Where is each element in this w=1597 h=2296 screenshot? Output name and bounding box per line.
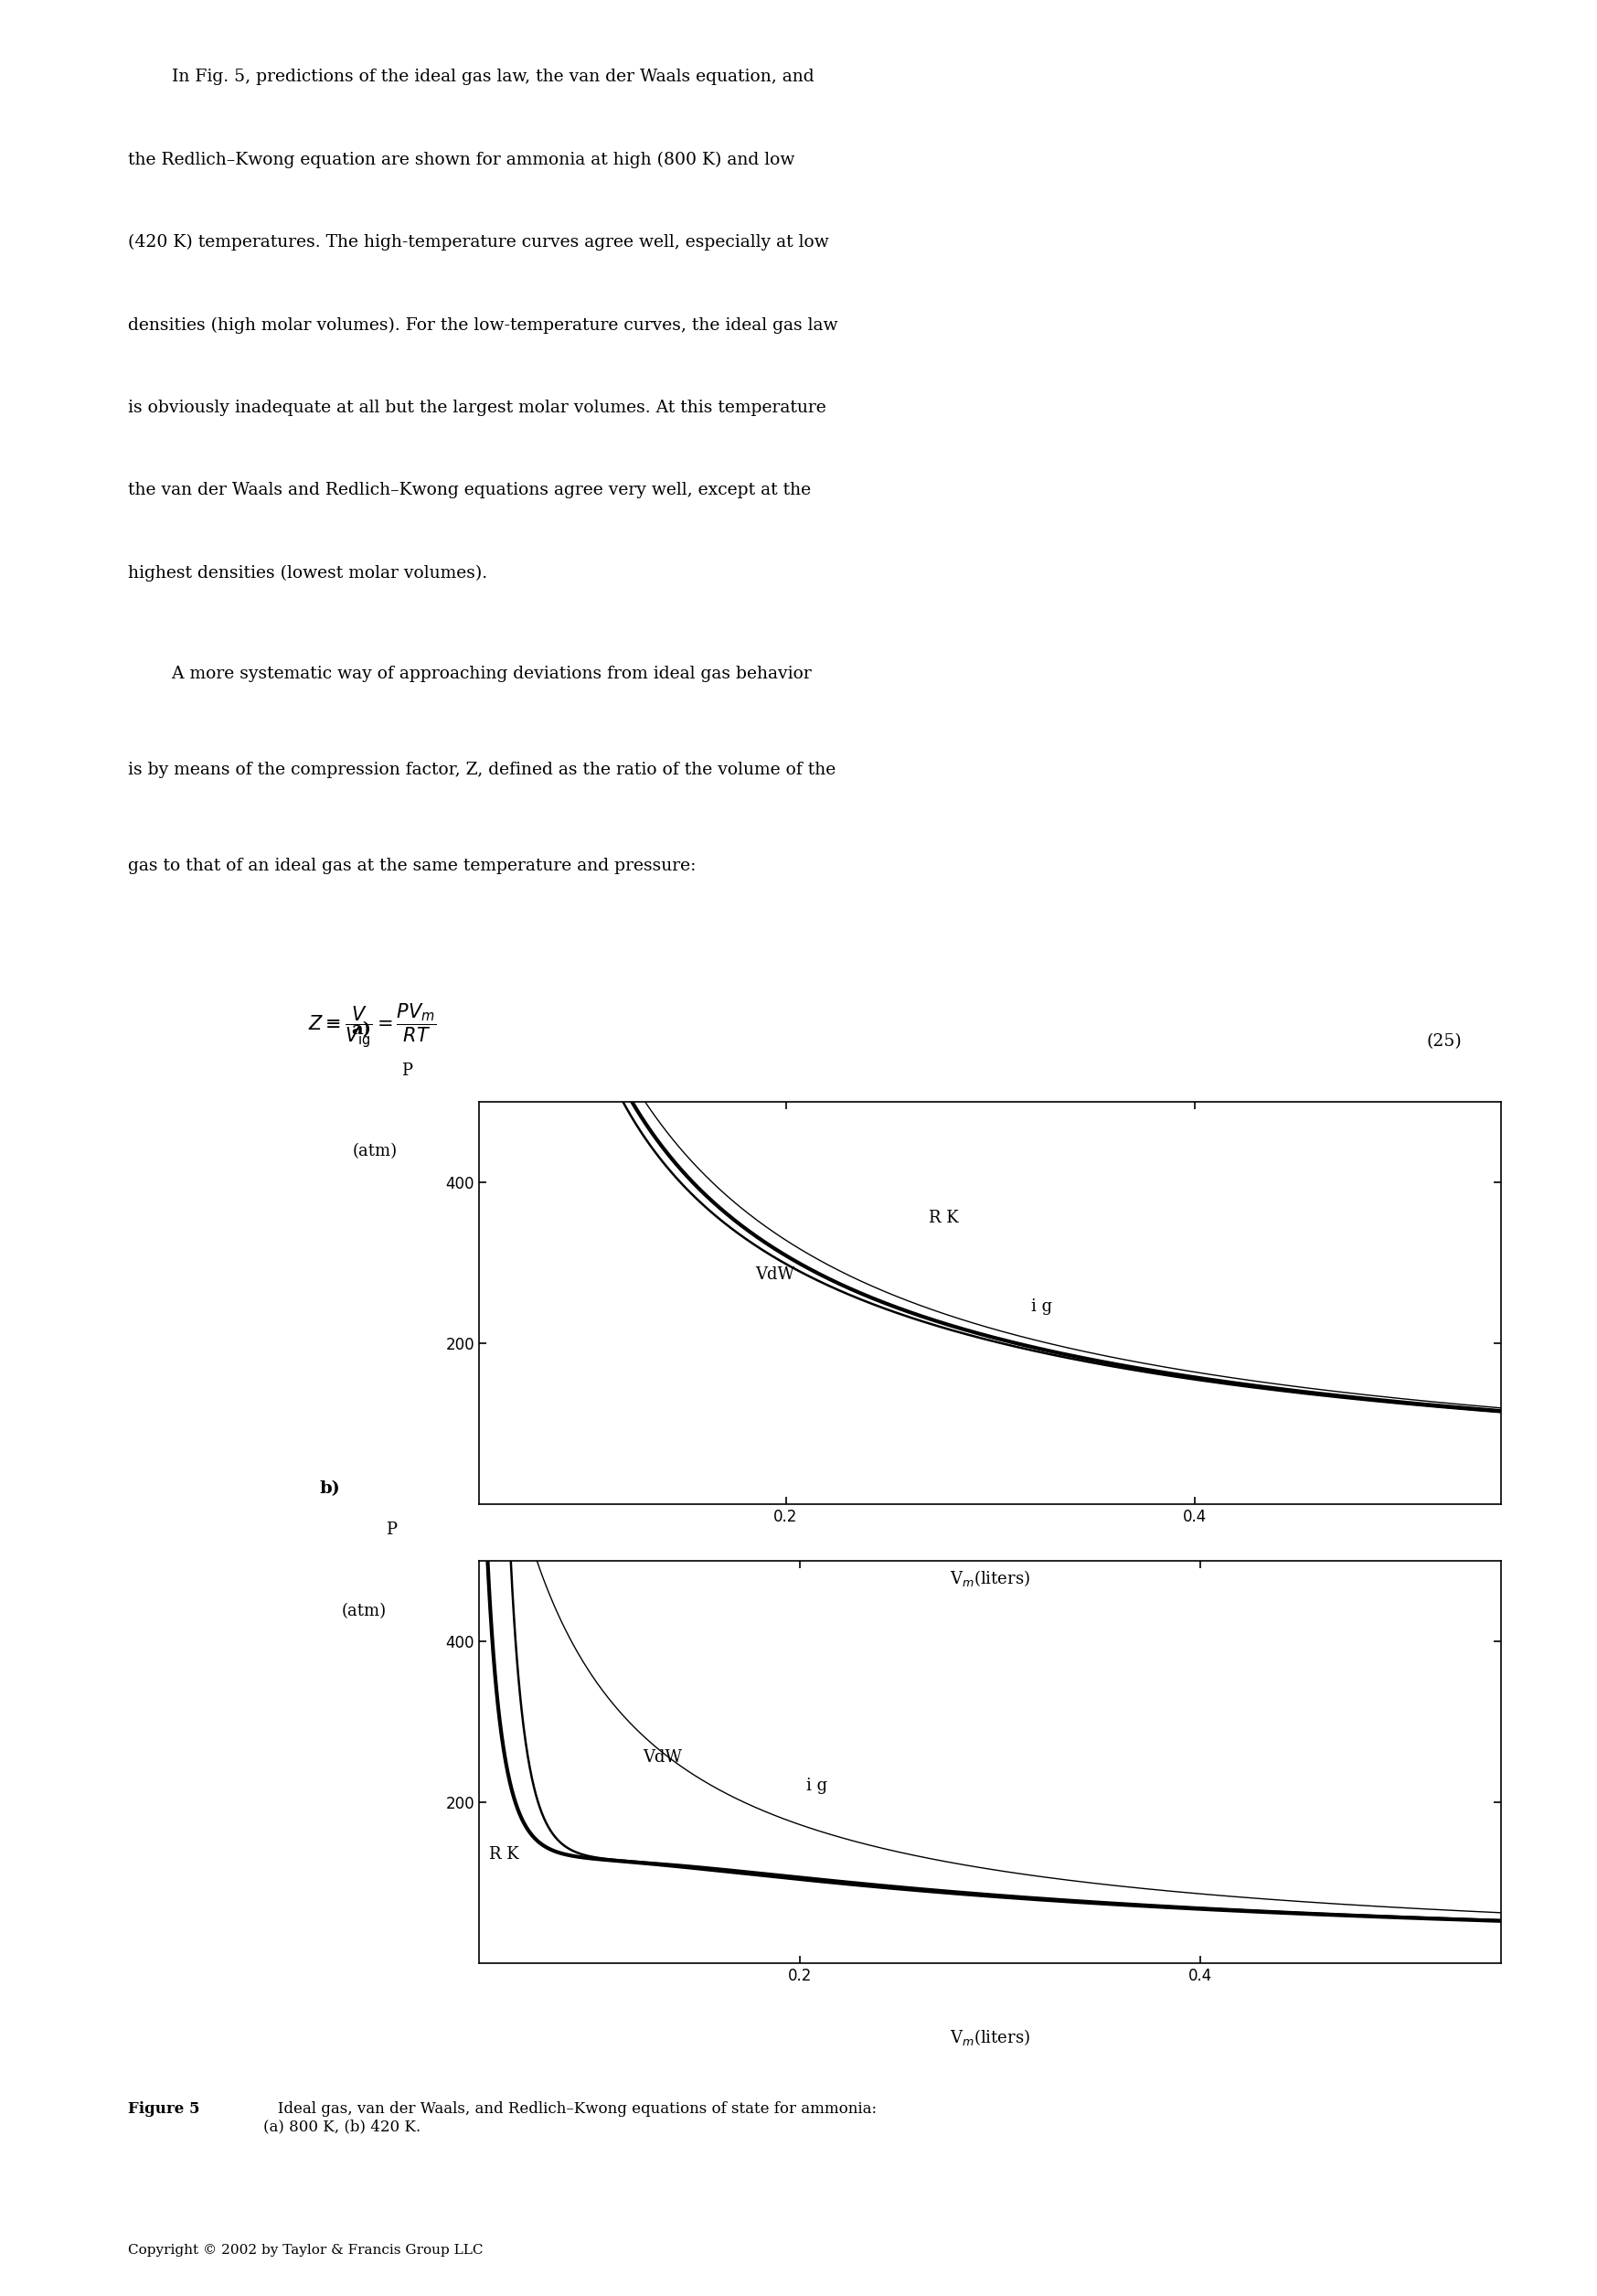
Text: V$_{m}$(liters): V$_{m}$(liters) [950,1568,1030,1589]
Text: is obviously inadequate at all but the largest molar volumes. At this temperatur: is obviously inadequate at all but the l… [128,400,826,416]
Text: densities (high molar volumes). For the low-temperature curves, the ideal gas la: densities (high molar volumes). For the … [128,317,837,333]
Text: gas to that of an ideal gas at the same temperature and pressure:: gas to that of an ideal gas at the same … [128,859,696,875]
Text: i g: i g [1032,1297,1052,1316]
Text: P: P [386,1522,396,1538]
Text: Figure 5: Figure 5 [128,2101,200,2117]
Text: VdW: VdW [755,1265,794,1283]
Text: (atm): (atm) [353,1143,398,1159]
Text: b): b) [319,1481,340,1497]
Text: the van der Waals and Redlich–Kwong equations agree very well, except at the: the van der Waals and Redlich–Kwong equa… [128,482,811,498]
Text: is by means of the compression factor, Z, defined as the ratio of the volume of : is by means of the compression factor, Z… [128,762,835,778]
Text: i g: i g [806,1777,827,1793]
Text: (25): (25) [1426,1033,1461,1049]
Text: (420 K) temperatures. The high-temperature curves agree well, especially at low: (420 K) temperatures. The high-temperatu… [128,234,829,250]
Text: a): a) [351,1022,372,1038]
Text: R K: R K [929,1210,958,1226]
Text: $Z \equiv \dfrac{V}{V_{\mathrm{ig}}} = \dfrac{PV_m}{RT}$: $Z \equiv \dfrac{V}{V_{\mathrm{ig}}} = \… [308,1001,438,1049]
Text: V$_{m}$(liters): V$_{m}$(liters) [950,2027,1030,2048]
Text: Ideal gas, van der Waals, and Redlich–Kwong equations of state for ammonia:
(a) : Ideal gas, van der Waals, and Redlich–Kw… [264,2101,877,2135]
Text: VdW: VdW [642,1750,682,1766]
Text: In Fig. 5, predictions of the ideal gas law, the van der Waals equation, and: In Fig. 5, predictions of the ideal gas … [128,69,814,85]
Text: A more systematic way of approaching deviations from ideal gas behavior: A more systematic way of approaching dev… [128,666,811,682]
Text: (atm): (atm) [342,1603,386,1619]
Text: P: P [402,1063,412,1079]
Text: R K: R K [489,1846,519,1862]
Text: Copyright © 2002 by Taylor & Francis Group LLC: Copyright © 2002 by Taylor & Francis Gro… [128,2243,482,2257]
Text: highest densities (lowest molar volumes).: highest densities (lowest molar volumes)… [128,565,487,581]
Text: the Redlich–Kwong equation are shown for ammonia at high (800 K) and low: the Redlich–Kwong equation are shown for… [128,152,795,168]
